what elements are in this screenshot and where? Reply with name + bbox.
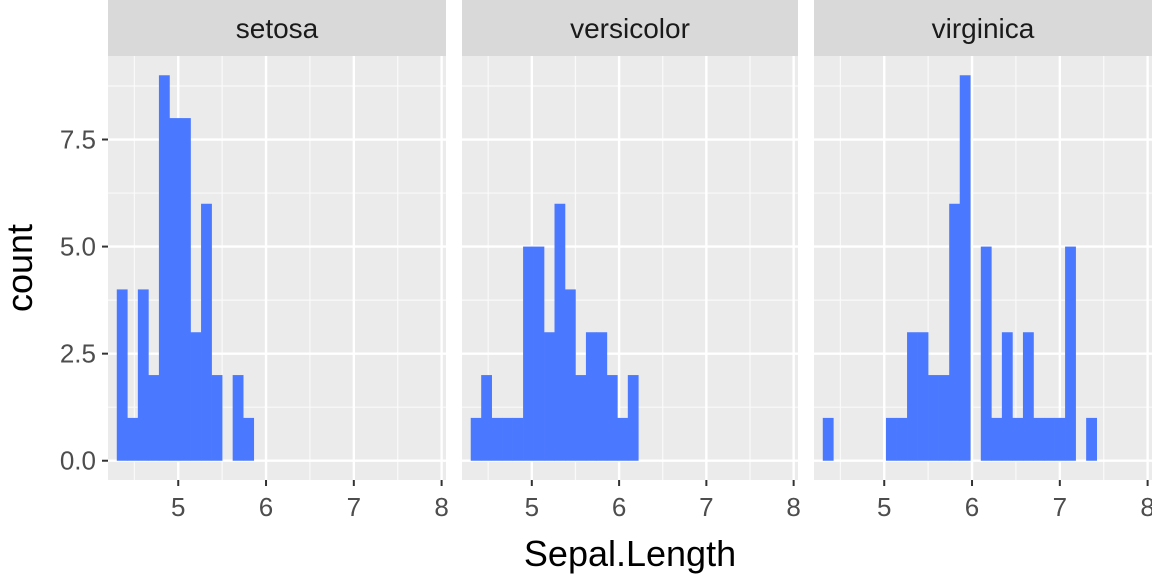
x-tick-label: 7 <box>1053 492 1067 522</box>
x-tick-label: 8 <box>786 492 800 522</box>
facet-panel-versicolor: versicolor 5 6 7 8 <box>462 0 801 522</box>
x-axis-ticks: 5 6 7 8 <box>525 480 801 522</box>
histogram-bar <box>822 417 834 461</box>
histogram-bar <box>481 375 492 461</box>
histogram-bar <box>617 417 629 461</box>
facet-strip-label: versicolor <box>570 13 690 44</box>
histogram-bar <box>606 375 618 461</box>
x-tick-label: 5 <box>171 492 185 522</box>
y-axis: 0.0 2.5 5.0 7.5 <box>60 125 108 476</box>
histogram-bars <box>116 75 255 461</box>
y-tick-label: 7.5 <box>60 125 96 155</box>
histogram-bar <box>1044 417 1055 461</box>
facet-strip <box>108 0 446 56</box>
y-tick-label: 2.5 <box>60 339 96 369</box>
histogram-bar <box>544 332 555 461</box>
x-axis-ticks: 5 6 7 8 <box>877 480 1152 522</box>
histogram-bar <box>148 375 160 461</box>
x-tick-label: 8 <box>1140 492 1152 522</box>
facet-strip <box>462 0 798 56</box>
histogram-bar <box>523 246 534 461</box>
histogram-bar <box>917 332 929 461</box>
facet-panels: setosa 5 6 7 8 versicolor 5 6 7 8 virginica 5 6 7 8 <box>108 0 1152 522</box>
y-tick-label: 0.0 <box>60 446 96 476</box>
x-tick-label: 6 <box>965 492 979 522</box>
x-tick-label: 8 <box>434 492 448 522</box>
x-tick-label: 5 <box>877 492 891 522</box>
x-tick-label: 6 <box>612 492 626 522</box>
histogram-bar <box>211 375 223 461</box>
histogram-bar <box>1001 332 1013 461</box>
histogram-bar <box>502 417 513 461</box>
histogram-bar <box>491 417 503 461</box>
histogram-bar <box>554 203 566 461</box>
histogram-bar <box>1022 332 1034 461</box>
histogram-bar <box>179 118 191 461</box>
x-axis-title: Sepal.Length <box>524 533 736 574</box>
histogram-bar <box>1012 417 1024 461</box>
histogram-bar <box>232 375 244 461</box>
x-tick-label: 7 <box>699 492 713 522</box>
histogram-bar <box>575 375 587 461</box>
histogram-bar <box>243 417 255 461</box>
histogram-bar <box>201 203 212 461</box>
histogram-bar <box>949 203 961 461</box>
histogram-bars <box>470 203 639 461</box>
histogram-bar <box>928 375 939 461</box>
histogram-bar <box>564 289 576 461</box>
histogram-bar <box>1065 246 1076 461</box>
x-tick-label: 7 <box>347 492 361 522</box>
facet-strip-label: virginica <box>932 13 1035 44</box>
gridlines <box>814 56 1152 480</box>
histogram-bars <box>822 75 1097 461</box>
x-tick-label: 6 <box>259 492 273 522</box>
histogram-bar <box>907 332 918 461</box>
histogram-bar <box>137 289 149 461</box>
histogram-bar <box>1033 417 1045 461</box>
facet-strip-label: setosa <box>236 13 319 44</box>
histogram-bar <box>1086 417 1097 461</box>
histogram-bar <box>896 417 908 461</box>
histogram-bar <box>127 417 139 461</box>
histogram-bar <box>585 332 597 461</box>
histogram-bar <box>1054 417 1066 461</box>
histogram-bar <box>938 375 950 461</box>
facet-panel-setosa: setosa 5 6 7 8 <box>108 0 449 522</box>
histogram-bar <box>470 417 482 461</box>
x-tick-label: 5 <box>525 492 539 522</box>
histogram-bar <box>596 332 608 461</box>
histogram-bar <box>959 75 971 461</box>
y-axis-title: count <box>0 224 40 312</box>
histogram-bar <box>885 417 897 461</box>
histogram-bar <box>512 417 524 461</box>
histogram-bar <box>169 118 181 461</box>
histogram-bar <box>991 417 1003 461</box>
x-axis-ticks: 5 6 7 8 <box>171 480 449 522</box>
facet-strip <box>814 0 1152 56</box>
histogram-bar <box>158 75 170 461</box>
histogram-bar <box>627 375 639 461</box>
histogram-bar <box>533 246 545 461</box>
histogram-bar <box>116 289 128 461</box>
y-tick-label: 5.0 <box>60 232 96 262</box>
facet-panel-virginica: virginica 5 6 7 8 <box>814 0 1152 522</box>
histogram-bar <box>980 246 992 461</box>
histogram-bar <box>190 332 202 461</box>
